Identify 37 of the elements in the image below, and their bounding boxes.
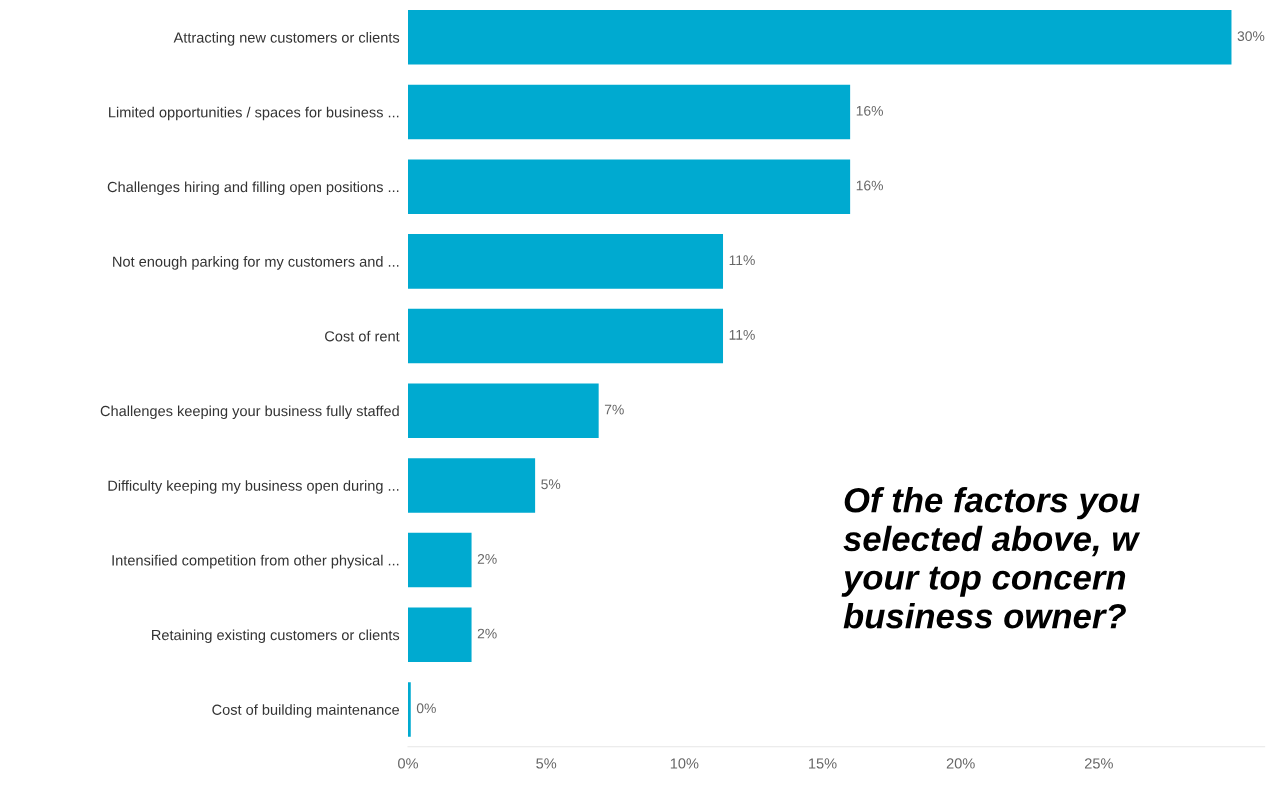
data-label: 16% (856, 105, 883, 116)
y-tick-label: Retaining existing customers or clients (152, 629, 400, 644)
x-tick-label: 15% (809, 758, 837, 769)
x-tick-label: 10% (670, 758, 699, 769)
bar (408, 10, 1232, 65)
y-tick-label: Difficulty keeping my business open during ... (108, 480, 399, 494)
data-label: 5% (541, 479, 561, 490)
data-label: 11% (729, 330, 755, 340)
data-label: 30% (1237, 31, 1265, 42)
data-label: 16% (856, 180, 883, 191)
y-tick-label: Intensified competition from other physical ... (112, 554, 399, 569)
data-label: 11% (729, 255, 755, 266)
y-tick-label: Cost of rent (325, 330, 400, 342)
bar (408, 308, 724, 364)
bar (408, 458, 536, 513)
annotation: Of the factors you selected above, w your top concern business owner? (841, 487, 1141, 629)
bar (408, 682, 411, 737)
bar (408, 159, 851, 214)
bar (408, 84, 851, 140)
bar (408, 607, 472, 663)
bar (408, 383, 599, 438)
y-tick-label: Challenges keeping your business fully staffed (100, 405, 399, 420)
x-tick-label: 20% (946, 758, 975, 769)
data-label: 0% (416, 703, 436, 714)
bar (408, 532, 472, 588)
x-tick-label: 0% (398, 758, 419, 769)
y-tick-label: Not enough parking for my customers and ... (113, 256, 399, 270)
data-label: 2% (477, 553, 497, 564)
x-tick-label: 25% (1084, 758, 1113, 769)
x-tick-label: 5% (536, 758, 557, 769)
y-tick-label: Attracting new customers or clients (173, 32, 400, 46)
y-tick-label: Cost of building maintenance (212, 704, 400, 718)
data-label: 7% (604, 404, 624, 415)
bar (408, 234, 724, 289)
data-label: 2% (477, 628, 497, 639)
y-tick-label: Limited opportunities / spaces for business ... (109, 106, 399, 121)
y-tick-label: Challenges hiring and filling open positions ... (107, 181, 399, 196)
